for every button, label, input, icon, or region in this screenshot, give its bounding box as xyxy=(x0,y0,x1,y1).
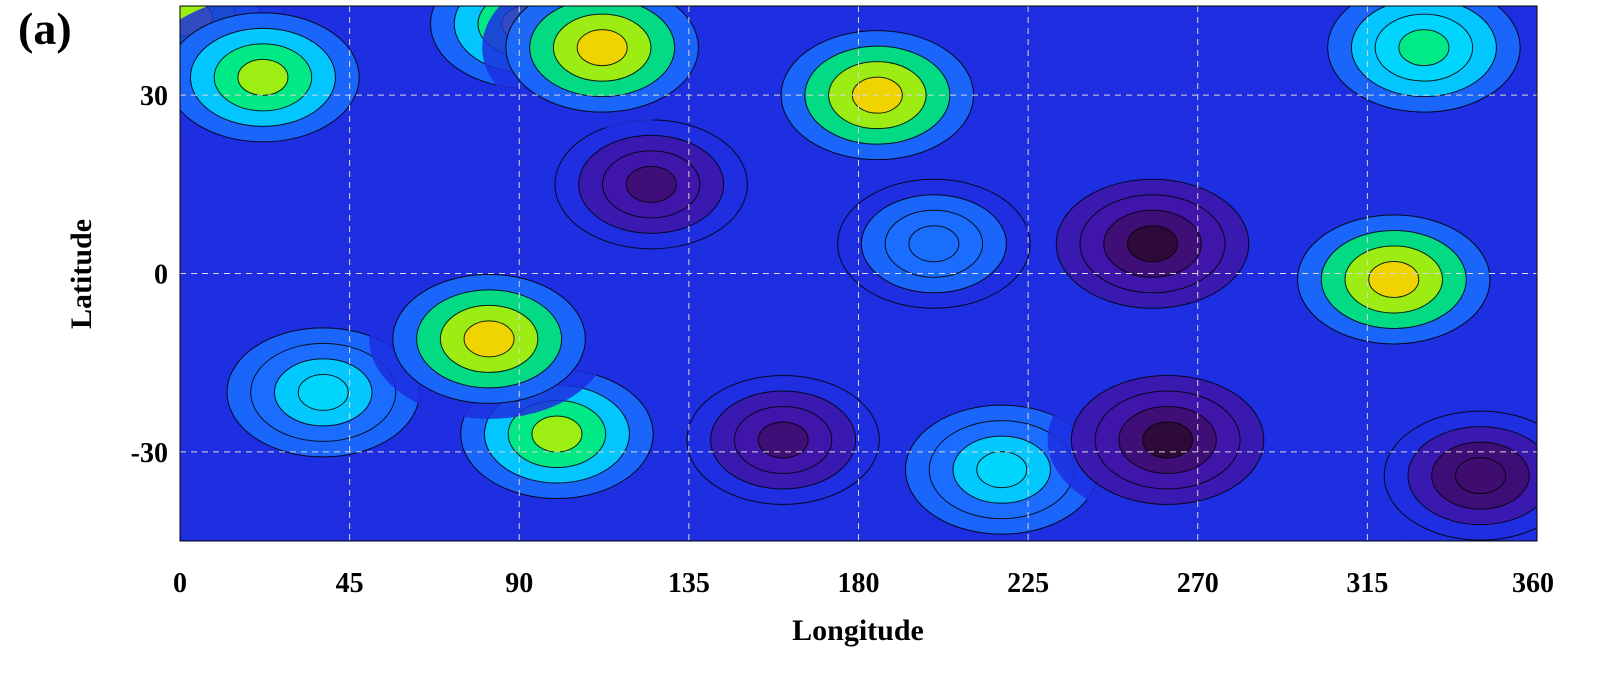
grid-lines xyxy=(180,6,1537,541)
heat-contour xyxy=(237,58,289,96)
heat-contour xyxy=(1398,29,1450,67)
heat-contour xyxy=(576,29,628,67)
heat-feature xyxy=(1303,6,1537,128)
heat-contour xyxy=(297,373,349,411)
heat-contour xyxy=(1368,260,1420,298)
x-tick-label: 45 xyxy=(336,568,364,599)
heat-feature xyxy=(1360,395,1537,541)
x-axis-title: Longitude xyxy=(792,614,924,647)
x-tick-label: 360 xyxy=(1512,568,1554,599)
x-tick-label: 225 xyxy=(1007,568,1049,599)
heat-contour xyxy=(1142,421,1194,459)
heat-contour xyxy=(625,165,677,203)
x-tick-label: 90 xyxy=(505,568,533,599)
heat-feature xyxy=(1032,163,1273,324)
heat-contour xyxy=(1127,225,1179,263)
heat-contour xyxy=(531,415,583,453)
heat-feature xyxy=(369,258,610,419)
x-tick-label: 135 xyxy=(668,568,710,599)
x-tick-label: 0 xyxy=(173,568,187,599)
plot-frame xyxy=(179,5,1538,542)
heat-contour xyxy=(1454,457,1506,495)
x-tick-label: 180 xyxy=(838,568,880,599)
heat-feature xyxy=(482,6,723,128)
heat-contour xyxy=(908,225,960,263)
heat-feature xyxy=(757,15,998,176)
tick-labels: 0 45 90 135 180 225 270 315 360 -30 0 30 xyxy=(131,81,1554,599)
x-tick-label: 270 xyxy=(1177,568,1219,599)
heat-feature xyxy=(663,359,904,520)
panel-label: (a) xyxy=(18,3,72,54)
heat-feature xyxy=(531,104,772,265)
heat-feature xyxy=(813,163,1054,324)
heat-contour xyxy=(463,320,515,358)
x-tick-label: 315 xyxy=(1346,568,1388,599)
heat-contour xyxy=(757,421,809,459)
heat-feature xyxy=(1273,199,1514,360)
y-tick-label: 30 xyxy=(140,81,168,112)
heatmap-field xyxy=(180,6,1537,541)
heat-contour xyxy=(976,451,1028,489)
heat-feature xyxy=(1047,359,1288,520)
heat-feature xyxy=(180,6,383,158)
y-tick-label: -30 xyxy=(131,438,168,469)
y-axis-title: Latitude xyxy=(65,219,98,329)
y-tick-label: 0 xyxy=(154,260,168,291)
